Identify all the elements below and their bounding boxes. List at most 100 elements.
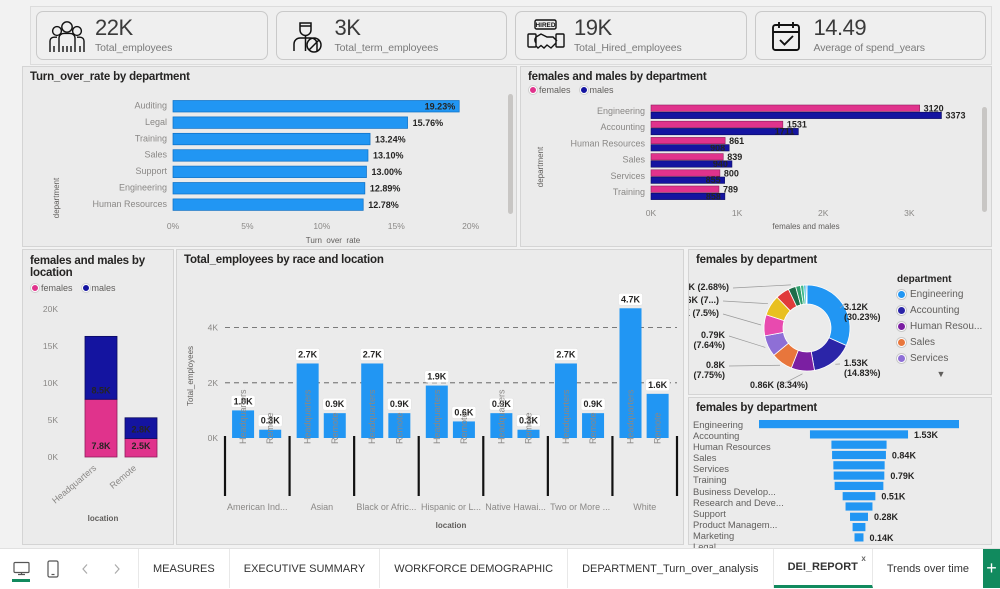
desktop-view-icon[interactable]	[6, 549, 36, 589]
tab-workforce-demographic[interactable]: WORKFORCE DEMOGRAPHIC	[380, 549, 568, 588]
svg-text:7.8K: 7.8K	[91, 441, 111, 451]
females-department-donut[interactable]: 3.12K(30.23%)1.53K(14.83%)0.86K (8.34%)0…	[689, 266, 901, 394]
kpi-label: Total_employees	[95, 43, 172, 54]
legend-scroll-down-icon[interactable]: ▼	[897, 369, 985, 379]
svg-text:1.53K: 1.53K	[914, 430, 939, 440]
legend-item-females[interactable]: females	[529, 85, 571, 95]
svg-text:0K: 0K	[48, 452, 59, 462]
svg-text:13.24%: 13.24%	[375, 134, 406, 144]
svg-text:3120: 3120	[924, 104, 944, 114]
donut-legend-item-services[interactable]: Services	[897, 353, 985, 364]
donut-legend-item-human-resources[interactable]: Human Resou...	[897, 321, 985, 332]
people-group-icon	[47, 17, 87, 55]
add-page-button[interactable]: +	[983, 549, 1000, 588]
svg-text:Total_employees: Total_employees	[186, 346, 195, 406]
svg-text:0.9K: 0.9K	[584, 399, 604, 409]
kpi-strip: 22K Total_employees 3K	[30, 6, 992, 65]
svg-text:Black or Afric...: Black or Afric...	[356, 502, 416, 512]
tab-measures[interactable]: MEASURES	[139, 549, 230, 588]
svg-text:1K: 1K	[732, 208, 743, 218]
svg-text:Headquarters: Headquarters	[561, 389, 571, 444]
svg-text:White: White	[633, 502, 656, 512]
svg-text:Remote: Remote	[459, 412, 469, 444]
svg-text:4.7K: 4.7K	[621, 294, 641, 304]
funnel-category-label: Human Resources	[693, 441, 789, 452]
svg-text:0K: 0K	[208, 433, 219, 443]
vertical-scrollbar[interactable]	[508, 94, 513, 214]
gender-location-chart[interactable]: 0K5K10K15K20K8.5K7.8KHeadquarters2.8K2.5…	[23, 293, 173, 533]
vertical-scrollbar[interactable]	[982, 107, 987, 212]
view-mode-icons	[0, 549, 139, 588]
svg-text:Two or More ...: Two or More ...	[550, 502, 610, 512]
report-canvas: 22K Total_employees 3K	[0, 0, 1000, 548]
svg-text:(7.64%): (7.64%)	[693, 340, 725, 350]
kpi-card-total-employees[interactable]: 22K Total_employees	[36, 11, 268, 60]
svg-text:Headquarters: Headquarters	[367, 389, 377, 444]
donut-legend-item-accounting[interactable]: Accounting	[897, 305, 985, 316]
legend-swatch-females	[31, 284, 39, 292]
svg-text:13.10%: 13.10%	[373, 151, 404, 161]
donut-legend[interactable]: department Engineering Accounting Human …	[897, 274, 985, 379]
svg-text:4K: 4K	[208, 323, 219, 333]
svg-text:location: location	[88, 514, 119, 523]
legend-item-males[interactable]: males	[82, 283, 116, 293]
tab-department-turnover-analysis[interactable]: DEPARTMENT_Turn_over_analysis	[568, 549, 773, 588]
svg-text:Engineering: Engineering	[119, 183, 167, 193]
kpi-card-average-spend-years[interactable]: 14.49 Average of spend_years	[755, 11, 987, 60]
kpi-card-total-term-employees[interactable]: 3K Total_term_employees	[276, 11, 508, 60]
svg-text:0.84K: 0.84K	[892, 450, 917, 460]
kpi-label: Average of spend_years	[814, 43, 925, 54]
svg-text:Training: Training	[135, 133, 167, 143]
svg-text:789: 789	[723, 185, 738, 195]
donut-legend-item-sales[interactable]: Sales	[897, 337, 985, 348]
svg-text:Remote: Remote	[330, 412, 340, 444]
tab-executive-summary[interactable]: EXECUTIVE SUMMARY	[230, 549, 380, 588]
close-icon[interactable]: x	[861, 554, 865, 563]
svg-text:1.53K: 1.53K	[844, 358, 869, 368]
svg-text:19.23%: 19.23%	[425, 102, 456, 112]
svg-text:3.12K: 3.12K	[844, 302, 869, 312]
panel-title: females and males by department	[521, 67, 991, 83]
legend-item-females[interactable]: females	[31, 283, 73, 293]
svg-text:Engineering: Engineering	[597, 106, 645, 116]
svg-text:(30.23%): (30.23%)	[844, 312, 881, 322]
svg-text:0.9K: 0.9K	[390, 399, 410, 409]
svg-text:Human Resources: Human Resources	[570, 138, 645, 148]
svg-text:0.79K: 0.79K	[701, 330, 726, 340]
legend-label: females	[539, 85, 571, 95]
tab-label: WORKFORCE DEMOGRAPHIC	[394, 563, 553, 575]
page-tab-bar: MEASURES EXECUTIVE SUMMARY WORKFORCE DEM…	[0, 548, 1000, 588]
prev-page-icon[interactable]	[70, 549, 100, 589]
kpi-label: Total_Hired_employees	[574, 43, 682, 54]
svg-text:Human Resources: Human Resources	[92, 199, 167, 209]
svg-text:908: 908	[710, 143, 725, 153]
panel-gender-by-department: females and males by department females …	[520, 66, 992, 247]
donut-legend-title: department	[897, 274, 985, 285]
legend-item-males[interactable]: males	[580, 85, 614, 95]
svg-text:Remote: Remote	[394, 412, 404, 444]
svg-text:females and males: females and males	[772, 222, 839, 231]
svg-text:Native Hawai...: Native Hawai...	[485, 502, 546, 512]
kpi-card-total-hired-employees[interactable]: HIRED 19K Total_Hired_employees	[515, 11, 747, 60]
mobile-view-icon[interactable]	[38, 549, 68, 589]
gender-dept-legend[interactable]: females males	[521, 85, 991, 95]
funnel-category-label: Business Develop...	[693, 486, 789, 497]
legend-swatch	[897, 354, 906, 363]
legend-label: Services	[910, 353, 948, 364]
svg-text:Headquarters: Headquarters	[238, 389, 248, 444]
svg-text:15.76%: 15.76%	[413, 118, 444, 128]
svg-text:Headquarters: Headquarters	[496, 389, 506, 444]
donut-legend-item-engineering[interactable]: Engineering	[897, 289, 985, 300]
tab-label: Trends over time	[887, 563, 969, 575]
gender-location-legend[interactable]: females males	[23, 283, 173, 293]
svg-text:Headquarters: Headquarters	[50, 463, 99, 506]
svg-text:department: department	[536, 146, 545, 187]
tab-trends-over-time[interactable]: Trends over time	[873, 549, 983, 588]
next-page-icon[interactable]	[102, 549, 132, 589]
tab-dei-report[interactable]: DEI_REPORT x	[774, 549, 873, 588]
